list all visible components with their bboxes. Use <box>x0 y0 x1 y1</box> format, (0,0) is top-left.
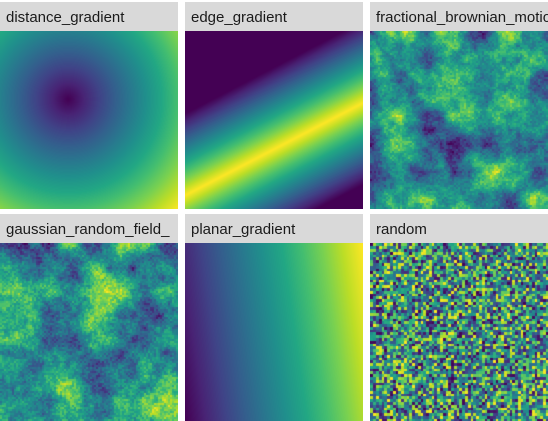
edge-gradient-raster <box>185 31 363 209</box>
random-raster <box>370 243 548 421</box>
panel-strip: edge_gradient <box>185 2 363 31</box>
panel-title: planar_gradient <box>191 221 296 238</box>
panel-title: distance_gradient <box>6 9 125 26</box>
panel-strip: fractional_brownian_motion <box>370 2 548 31</box>
panel-title: edge_gradient <box>191 9 287 26</box>
panel-strip: distance_gradient <box>0 2 178 31</box>
panel-distance-gradient: distance_gradient <box>0 2 178 209</box>
panel-edge-gradient: edge_gradient <box>185 2 363 209</box>
fbm-raster <box>370 31 548 209</box>
grf-raster <box>0 243 178 421</box>
panel-fractional-brownian-motion: fractional_brownian_motion <box>370 2 548 209</box>
panel-gaussian-random-field: gaussian_random_field_ <box>0 214 178 421</box>
distance-gradient-raster <box>0 31 178 209</box>
panel-title: gaussian_random_field_ <box>6 221 170 238</box>
panel-title: fractional_brownian_motion <box>376 9 548 26</box>
panel-strip: planar_gradient <box>185 214 363 243</box>
panel-strip: gaussian_random_field_ <box>0 214 178 243</box>
planar-gradient-raster <box>185 243 363 421</box>
panel-random: random <box>370 214 548 421</box>
panel-title: random <box>376 221 427 238</box>
panel-planar-gradient: planar_gradient <box>185 214 363 421</box>
panel-strip: random <box>370 214 548 243</box>
